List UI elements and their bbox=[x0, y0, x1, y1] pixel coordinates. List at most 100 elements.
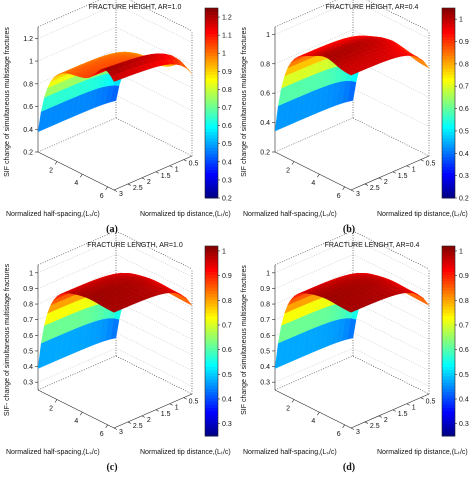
x-axis-label: Normalized half-spacing,(Lₛ/c) bbox=[243, 449, 337, 456]
colorbar-segment bbox=[442, 160, 455, 164]
colorbar-tick-label: 0.5 bbox=[459, 128, 469, 135]
y-tick-label: 0.5 bbox=[189, 399, 199, 406]
z-tick-label: 0.6 bbox=[260, 91, 270, 98]
colorbar-segment bbox=[205, 113, 218, 117]
y-axis-line bbox=[351, 156, 429, 190]
colorbar-segment bbox=[205, 37, 218, 41]
colorbar-tick-label: 0.6 bbox=[459, 106, 469, 113]
colorbar-segment bbox=[205, 185, 218, 189]
y-tick-label: 1.5 bbox=[161, 411, 171, 418]
colorbar-segment bbox=[442, 176, 455, 180]
y-tick-mark bbox=[114, 190, 117, 192]
colorbar-segment bbox=[205, 278, 218, 282]
colorbar-segment bbox=[205, 122, 218, 126]
x-axis-label: Normalized half-spacing,(Lₛ/c) bbox=[6, 211, 100, 218]
colorbar-segment bbox=[205, 68, 218, 72]
y-tick-mark bbox=[184, 398, 187, 400]
colorbar-segment bbox=[205, 382, 218, 386]
colorbar-segment bbox=[205, 246, 218, 250]
colorbar-segment bbox=[205, 43, 218, 47]
colorbar-segment bbox=[205, 24, 218, 28]
colorbar-segment bbox=[205, 287, 218, 291]
colorbar-segment bbox=[205, 46, 218, 50]
x-tick-mark bbox=[317, 412, 319, 415]
colorbar-tick-label: 0.9 bbox=[459, 273, 469, 280]
y-tick-label: 3 bbox=[119, 429, 123, 436]
z-tick-label: 0.8 bbox=[23, 81, 33, 88]
colorbar-segment bbox=[205, 385, 218, 389]
colorbar-segment bbox=[205, 8, 218, 12]
colorbar-segment bbox=[442, 252, 455, 256]
y-tick-label: 1.5 bbox=[161, 173, 171, 180]
colorbar-segment bbox=[205, 160, 218, 164]
y-axis-line bbox=[351, 394, 429, 428]
y-tick-mark bbox=[407, 166, 410, 168]
y-tick-label: 1.5 bbox=[398, 411, 408, 418]
colorbar-segment bbox=[442, 313, 455, 317]
colorbar-segment bbox=[442, 87, 455, 91]
colorbar-tick-label: 0.8 bbox=[222, 87, 232, 94]
y-tick-label: 3 bbox=[356, 429, 360, 436]
y-tick-mark bbox=[393, 172, 396, 174]
colorbar-segment bbox=[442, 401, 455, 405]
colorbar-segment bbox=[205, 395, 218, 399]
colorbar-segment bbox=[442, 75, 455, 79]
colorbar-segment bbox=[205, 268, 218, 272]
colorbar-segment bbox=[442, 189, 455, 193]
colorbar: 0.20.30.40.50.60.70.80.911.11.2 bbox=[205, 8, 232, 203]
colorbar-segment bbox=[205, 94, 218, 98]
colorbar-segment bbox=[442, 18, 455, 22]
colorbar-tick-label: 0.3 bbox=[222, 421, 232, 428]
colorbar-segment bbox=[442, 151, 455, 155]
surface bbox=[38, 52, 192, 132]
colorbar-tick-label: 0.7 bbox=[459, 84, 469, 91]
colorbar-segment bbox=[205, 189, 218, 193]
colorbar-segment bbox=[442, 385, 455, 389]
colorbar-tick-label: 1 bbox=[222, 248, 226, 255]
colorbar-segment bbox=[442, 65, 455, 69]
colorbar-segment bbox=[442, 290, 455, 294]
colorbar-tick-label: 0.8 bbox=[459, 298, 469, 305]
y-tick-mark bbox=[142, 178, 145, 180]
colorbar-segment bbox=[442, 157, 455, 161]
colorbar-segment bbox=[442, 414, 455, 418]
y-axis-label: Normalized tip distance,(Lₜ/c) bbox=[140, 211, 231, 218]
colorbar-segment bbox=[442, 306, 455, 310]
colorbar-tick-label: 0.6 bbox=[459, 347, 469, 354]
colorbar-segment bbox=[442, 52, 455, 56]
colorbar-segment bbox=[442, 382, 455, 386]
colorbar-segment bbox=[205, 373, 218, 377]
colorbar-segment bbox=[442, 37, 455, 41]
surface bbox=[275, 36, 429, 131]
colorbar-segment bbox=[442, 33, 455, 37]
chart-panel: FRACTURE LENGHT, AR=0.40.30.40.50.60.70.… bbox=[241, 231, 469, 473]
colorbar-segment bbox=[205, 33, 218, 37]
colorbar-segment bbox=[205, 404, 218, 408]
colorbar-segment bbox=[442, 135, 455, 139]
colorbar-segment bbox=[205, 335, 218, 339]
z-axis-label: SIF change of simultaneous multistage fr… bbox=[4, 27, 11, 177]
colorbar-tick-label: 0.4 bbox=[459, 151, 469, 158]
colorbar-segment bbox=[442, 300, 455, 304]
colorbar-segment bbox=[205, 313, 218, 317]
y-tick-mark bbox=[170, 404, 173, 406]
colorbar-segment bbox=[442, 249, 455, 253]
colorbar-segment bbox=[442, 166, 455, 170]
colorbar-segment bbox=[442, 398, 455, 402]
z-tick-label: 1 bbox=[29, 59, 33, 66]
colorbar-segment bbox=[442, 100, 455, 104]
colorbar-segment bbox=[205, 30, 218, 34]
colorbar-segment bbox=[442, 40, 455, 44]
colorbar-tick-label: 0.5 bbox=[459, 372, 469, 379]
colorbar-segment bbox=[442, 84, 455, 88]
colorbar-segment bbox=[442, 170, 455, 174]
x-tick-label: 4 bbox=[311, 418, 315, 425]
panel-label: (d) bbox=[343, 462, 355, 473]
z-axis-label: SIF- change of simultaneous multistage f… bbox=[4, 263, 11, 416]
colorbar-segment bbox=[205, 52, 218, 56]
y-tick-mark bbox=[351, 428, 354, 430]
colorbar-segment bbox=[205, 116, 218, 120]
z-tick-label: 1.2 bbox=[23, 36, 33, 43]
x-tick-mark bbox=[106, 187, 108, 190]
z-axis-label: SIF change of simultaneous multistage fr… bbox=[241, 27, 248, 177]
